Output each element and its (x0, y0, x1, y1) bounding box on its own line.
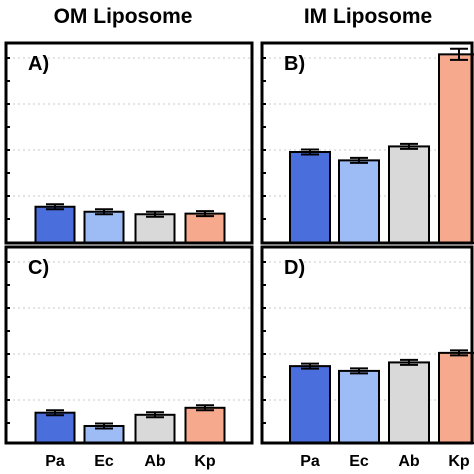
error-bar (450, 47, 468, 61)
bar-pa (34, 411, 76, 445)
category-label: Pa (300, 453, 320, 470)
im-liposome-title: IM Liposome (304, 5, 432, 28)
category-label: Pa (45, 453, 65, 470)
panel-frame (260, 41, 474, 245)
error-bar (301, 362, 319, 370)
panel-b: B) (260, 41, 474, 245)
panel-frame (260, 245, 474, 445)
bar-pa (289, 151, 331, 244)
error-bar (46, 409, 64, 417)
category-axis-labels: Pa Ec Ab Kp Pa Ec Ab Kp (45, 453, 470, 470)
error-bar (350, 367, 368, 375)
error-bar (400, 358, 418, 366)
bar-pa (34, 205, 76, 244)
panel-frame (4, 41, 254, 245)
bar-ab (134, 213, 176, 244)
panel-frame (4, 245, 254, 445)
category-label: Kp (194, 453, 216, 470)
error-bar (146, 210, 164, 218)
error-bar (350, 156, 368, 164)
bar-kp (184, 406, 226, 444)
bar-ab (388, 361, 430, 445)
panel-label: B) (284, 53, 305, 75)
error-bar (95, 422, 113, 430)
error-bar (196, 404, 214, 412)
error-bar (146, 411, 164, 419)
om-liposome-title: OM Liposome (54, 5, 193, 28)
panel-label: A) (28, 53, 49, 75)
error-bar (301, 148, 319, 156)
panel-a: A) (4, 41, 254, 245)
category-label: Kp (448, 453, 470, 470)
category-label: Ab (144, 453, 166, 470)
panel-label: D) (284, 257, 305, 279)
bar-ec (338, 369, 380, 444)
bar-pa (289, 365, 331, 445)
bar-kp (438, 351, 474, 445)
bar-ec (83, 210, 125, 244)
category-label: Ec (349, 453, 369, 470)
bar-kp (438, 53, 474, 244)
bar-ab (388, 145, 430, 244)
error-bar (450, 349, 468, 357)
error-bar (95, 208, 113, 216)
panel-d: D) (260, 245, 474, 445)
bar-ab (134, 413, 176, 444)
panel-c: C) (4, 245, 254, 445)
error-bar (400, 142, 418, 150)
category-label: Ab (398, 453, 420, 470)
category-label: Ec (94, 453, 114, 470)
error-bar (196, 210, 214, 218)
panel-label: C) (28, 257, 49, 279)
bar-ec (338, 159, 380, 244)
bar-kp (184, 212, 226, 244)
error-bar (46, 203, 64, 211)
